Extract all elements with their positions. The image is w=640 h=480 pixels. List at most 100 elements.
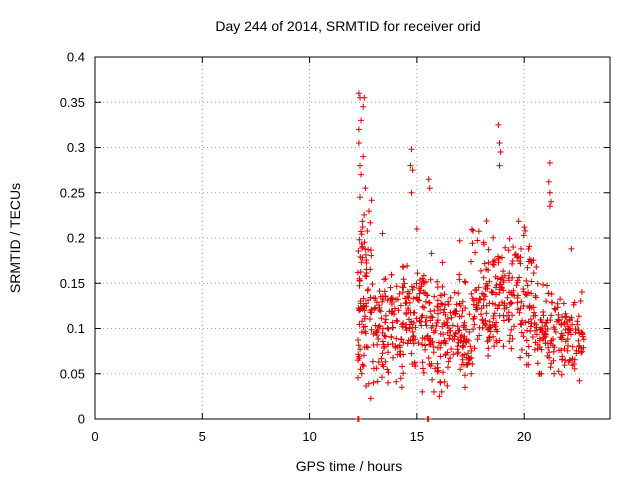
data-point	[359, 318, 366, 325]
data-point	[484, 326, 491, 333]
data-point	[481, 260, 488, 267]
data-point	[390, 354, 396, 361]
data-point	[444, 322, 451, 329]
data-point	[546, 189, 553, 196]
data-point	[555, 316, 562, 323]
data-point	[402, 324, 409, 331]
data-point	[523, 277, 530, 284]
data-point	[468, 290, 475, 297]
data-point	[558, 371, 565, 378]
data-point	[514, 292, 521, 299]
data-point	[471, 321, 478, 328]
data-point	[382, 358, 389, 365]
data-point	[434, 297, 441, 304]
data-point	[572, 329, 579, 336]
data-point	[387, 296, 394, 303]
data-point	[504, 294, 511, 301]
data-point	[361, 94, 368, 101]
data-point	[394, 296, 401, 303]
data-point	[571, 356, 578, 363]
data-point	[400, 284, 407, 291]
data-point	[454, 323, 461, 330]
data-point	[528, 278, 535, 285]
data-point	[367, 247, 374, 254]
data-point	[455, 327, 462, 334]
data-point	[506, 235, 513, 242]
data-point	[355, 374, 361, 381]
data-point	[404, 288, 411, 295]
data-point	[430, 349, 437, 356]
data-point	[409, 286, 416, 293]
data-point	[524, 264, 531, 271]
data-point	[362, 185, 369, 192]
data-point	[507, 332, 513, 339]
data-point	[447, 328, 454, 334]
data-point	[434, 284, 441, 291]
data-point	[533, 321, 540, 328]
data-point	[569, 343, 576, 350]
data-point	[468, 226, 475, 233]
data-point	[502, 244, 509, 251]
data-point	[466, 311, 473, 318]
data-point	[447, 309, 454, 316]
data-point	[363, 259, 370, 266]
data-point	[459, 356, 466, 363]
data-point	[357, 366, 364, 373]
data-point	[435, 367, 442, 374]
data-point	[413, 226, 420, 232]
data-point	[434, 319, 440, 326]
data-point	[525, 361, 532, 368]
data-point	[393, 283, 400, 290]
data-point	[399, 321, 405, 328]
data-point	[420, 365, 426, 372]
data-point	[412, 336, 419, 343]
data-point	[546, 159, 553, 166]
y-tick-label: 0.05	[60, 366, 85, 381]
data-point	[423, 314, 430, 321]
data-point	[476, 332, 483, 339]
data-point	[540, 312, 547, 319]
data-point	[483, 266, 490, 273]
data-point	[444, 349, 451, 356]
data-point	[525, 246, 532, 252]
data-point	[437, 353, 444, 360]
data-point	[441, 291, 448, 298]
data-point	[516, 274, 523, 281]
data-point	[356, 277, 363, 284]
data-point	[492, 273, 499, 280]
data-point	[427, 308, 434, 315]
data-point	[473, 297, 480, 304]
data-point	[431, 293, 438, 300]
data-point	[382, 316, 389, 323]
data-point	[546, 349, 553, 356]
data-point	[497, 281, 504, 288]
data-point	[357, 346, 364, 353]
data-point	[458, 332, 465, 339]
data-point	[545, 178, 552, 185]
data-point	[486, 337, 492, 343]
data-point	[455, 336, 461, 343]
data-point	[408, 189, 415, 196]
data-point	[357, 269, 364, 275]
data-point	[509, 258, 516, 264]
data-point	[364, 287, 371, 294]
data-point	[523, 350, 530, 357]
data-point	[420, 279, 427, 286]
data-point	[518, 298, 525, 305]
data-point	[470, 301, 477, 308]
data-point	[440, 331, 447, 338]
data-point	[469, 361, 476, 367]
data-point	[407, 337, 414, 344]
y-axis-title: SRMTID / TECUs	[7, 183, 23, 293]
data-point	[489, 261, 496, 268]
data-point	[379, 298, 386, 305]
data-point	[564, 347, 571, 354]
data-point	[455, 349, 462, 356]
data-point	[493, 291, 499, 298]
data-point	[423, 322, 430, 329]
data-point	[475, 228, 482, 235]
data-point	[393, 317, 400, 324]
data-point	[425, 355, 432, 361]
data-point	[370, 379, 377, 386]
data-point	[361, 344, 368, 351]
